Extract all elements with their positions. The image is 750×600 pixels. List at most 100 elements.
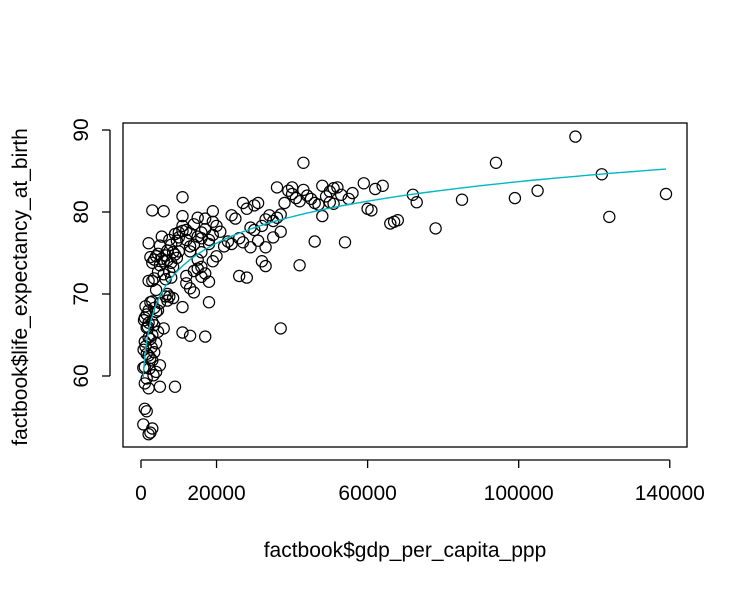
y-axis-label: factbook$life_expectancy_at_birth: [9, 128, 32, 446]
data-point: [301, 189, 314, 202]
data-point: [149, 365, 163, 379]
x-tick-label: 20000: [187, 482, 245, 505]
data-point: [144, 426, 157, 439]
data-point: [206, 255, 219, 268]
data-point: [391, 213, 404, 227]
data-point: [140, 347, 153, 361]
data-point: [168, 380, 182, 393]
data-point: [142, 236, 155, 250]
data-point: [429, 222, 442, 235]
data-point: [365, 204, 378, 217]
y-tick-label: 70: [70, 282, 93, 305]
data-point: [508, 191, 522, 205]
data-point: [248, 199, 261, 212]
data-point: [147, 272, 161, 285]
data-point: [137, 418, 150, 431]
data-point: [455, 193, 469, 206]
data-point: [251, 234, 265, 247]
data-point: [147, 319, 161, 332]
data-point: [240, 271, 253, 284]
data-point: [137, 343, 150, 356]
data-point: [202, 233, 216, 247]
data-point: [206, 204, 219, 218]
data-point: [225, 237, 238, 251]
data-point: [297, 156, 310, 169]
data-point: [229, 212, 242, 225]
data-point: [410, 195, 423, 209]
data-point: [140, 321, 153, 334]
data-point: [531, 184, 544, 197]
data-point: [259, 241, 272, 254]
data-point: [369, 182, 382, 196]
data-point: [285, 187, 299, 201]
data-point: [147, 253, 161, 266]
data-point: [327, 197, 340, 210]
data-point: [346, 186, 359, 200]
data-point: [251, 196, 265, 210]
data-point: [151, 304, 165, 317]
data-point: [282, 184, 295, 197]
data-point: [232, 269, 246, 283]
data-point: [155, 230, 168, 243]
data-point: [137, 314, 151, 327]
data-point: [138, 377, 151, 390]
data-point: [191, 230, 204, 243]
data-point: [289, 191, 303, 205]
data-point: [285, 181, 299, 194]
data-point: [191, 262, 204, 275]
data-point: [176, 300, 189, 314]
data-point: [149, 250, 163, 263]
data-point: [274, 322, 287, 335]
data-point: [293, 195, 306, 208]
data-point: [176, 326, 189, 339]
x-axis: 0 20000 60000 100000 140000: [135, 459, 705, 505]
data-point: [270, 211, 284, 224]
x-tick-label: 0: [135, 482, 147, 505]
plot-frame: [122, 122, 688, 448]
data-point: [140, 405, 153, 418]
data-point: [267, 214, 280, 228]
data-point: [144, 250, 157, 264]
fit-curve: [142, 168, 667, 378]
data-point: [225, 209, 238, 222]
data-points: [137, 130, 673, 441]
data-point: [293, 259, 306, 272]
data-point: [316, 179, 329, 192]
data-point: [166, 291, 180, 305]
data-point: [259, 259, 272, 273]
data-point: [267, 231, 280, 244]
data-point: [217, 240, 231, 253]
data-point: [659, 187, 673, 201]
x-tick-label: 60000: [338, 482, 396, 505]
data-point: [176, 219, 189, 233]
data-point: [176, 190, 189, 204]
data-point: [159, 249, 172, 262]
data-point: [278, 196, 291, 210]
data-point: [569, 130, 582, 143]
y-tick-label: 80: [70, 200, 93, 223]
plot-area: [122, 122, 688, 448]
y-tick-label: 90: [70, 118, 93, 141]
data-point: [153, 380, 167, 393]
data-point: [172, 231, 185, 244]
data-point: [180, 269, 193, 283]
data-point: [147, 369, 160, 382]
data-point: [603, 210, 616, 224]
data-point: [331, 181, 344, 194]
data-point: [191, 211, 204, 224]
data-point: [157, 204, 170, 218]
data-point: [142, 274, 155, 288]
data-point: [274, 225, 287, 238]
data-point: [270, 181, 284, 194]
data-point: [146, 274, 159, 288]
data-point: [164, 271, 178, 284]
y-tick-label: 60: [70, 364, 93, 387]
y-axis: 60 70 80 90: [70, 118, 111, 388]
data-point: [142, 428, 155, 441]
data-point: [308, 235, 321, 248]
x-tick-label: 100000: [484, 482, 554, 505]
data-point: [338, 236, 352, 249]
x-tick-label: 140000: [635, 482, 705, 505]
data-point: [316, 209, 329, 223]
